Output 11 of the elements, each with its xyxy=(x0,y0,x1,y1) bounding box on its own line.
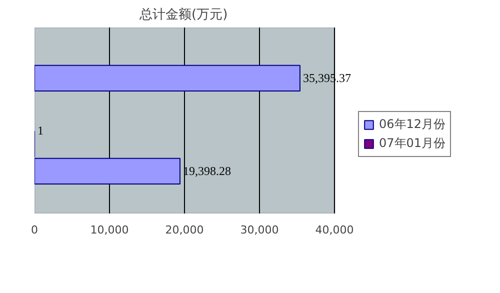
legend-label: 07年01月份 xyxy=(379,135,446,152)
x-tick-label: 30,000 xyxy=(240,224,279,236)
data-label: 19,398.28 xyxy=(182,164,231,178)
x-tick-label: 40,000 xyxy=(315,224,354,236)
x-tick-label: 0 xyxy=(31,224,38,236)
legend-label: 06年12月份 xyxy=(379,116,446,133)
x-tick-label: 10,000 xyxy=(90,224,129,236)
data-label: 1 xyxy=(38,124,44,138)
chart-title: 总计金额(万元) xyxy=(138,8,228,22)
x-tick-label: 20,000 xyxy=(165,224,204,236)
bar xyxy=(34,64,300,92)
